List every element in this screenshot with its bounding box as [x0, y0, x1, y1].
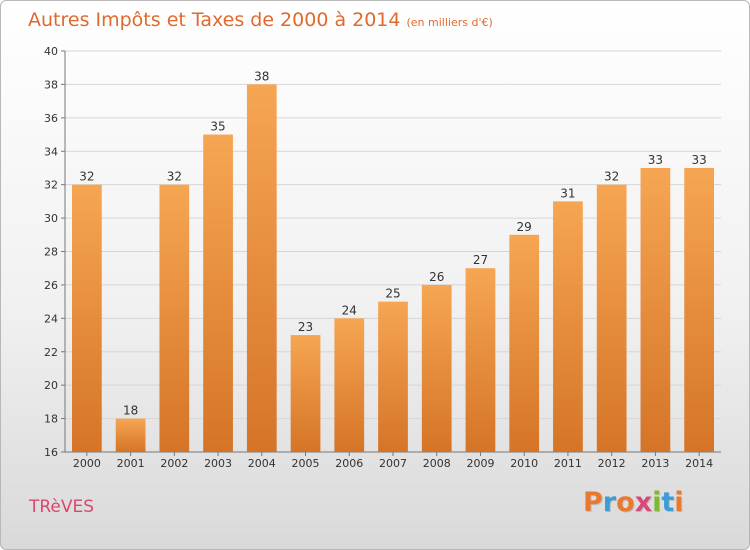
data-label: 33	[691, 153, 706, 167]
data-label: 33	[648, 153, 663, 167]
x-tick-label: 2006	[335, 457, 363, 470]
y-tick-label: 40	[44, 45, 58, 58]
bar	[378, 301, 408, 452]
y-tick-label: 36	[44, 112, 58, 125]
y-tick-label: 28	[44, 246, 58, 259]
unit-note: (en milliers d'€)	[406, 16, 493, 29]
x-tick-label: 2001	[117, 457, 145, 470]
commune-name: TRèVES	[29, 497, 95, 517]
x-tick-label: 2009	[466, 457, 494, 470]
bar	[71, 184, 102, 452]
y-tick-label: 34	[44, 145, 58, 158]
logo-letter: x	[634, 487, 653, 518]
data-label: 18	[123, 404, 138, 418]
data-label: 32	[167, 170, 182, 184]
bar	[509, 234, 540, 452]
x-tick-label: 2014	[685, 457, 713, 470]
bar	[421, 284, 452, 452]
logo-letter: P	[583, 487, 603, 518]
data-label: 29	[517, 220, 532, 234]
x-tick-label: 2003	[204, 457, 232, 470]
x-tick-label: 2012	[598, 457, 626, 470]
bar	[159, 184, 190, 452]
bar	[640, 167, 671, 453]
y-tick-label: 24	[44, 312, 58, 325]
data-label: 24	[342, 303, 357, 317]
logo-letter: r	[602, 487, 617, 518]
chart-title: Autres Impôts et Taxes de 2000 à 2014 (en…	[28, 9, 493, 31]
x-tick-label: 2007	[379, 457, 407, 470]
bar	[246, 84, 277, 453]
data-label: 27	[473, 253, 488, 267]
proxiti-logo: Proxiti	[583, 487, 684, 518]
x-tick-label: 2011	[554, 457, 582, 470]
y-tick-label: 30	[44, 212, 58, 225]
y-tick-label: 26	[44, 279, 58, 292]
logo-letter: o	[616, 487, 635, 518]
y-tick-label: 38	[44, 78, 58, 91]
data-label: 32	[79, 170, 94, 184]
x-tick-label: 2008	[423, 457, 451, 470]
x-tick-label: 2000	[73, 457, 101, 470]
logo-letter: i	[652, 487, 662, 518]
y-tick-label: 18	[44, 413, 58, 426]
x-tick-label: 2002	[160, 457, 188, 470]
bar	[596, 184, 627, 452]
data-label: 25	[385, 287, 400, 301]
data-label: 23	[298, 320, 313, 334]
logo-letter: t	[661, 487, 675, 518]
bar	[684, 167, 715, 453]
x-tick-label: 2005	[292, 457, 320, 470]
y-tick-label: 20	[44, 379, 58, 392]
x-tick-label: 2010	[510, 457, 538, 470]
y-tick-label: 22	[44, 346, 58, 359]
chart-title-text: Autres Impôts et Taxes de 2000 à 2014	[28, 9, 401, 31]
x-tick-label: 2013	[641, 457, 669, 470]
bar	[553, 201, 583, 452]
data-label: 35	[210, 120, 225, 134]
data-label: 38	[254, 69, 269, 83]
bar	[465, 268, 496, 452]
bar	[115, 418, 146, 452]
data-label: 26	[429, 270, 444, 284]
bar	[290, 335, 321, 452]
bar	[334, 318, 365, 452]
data-label: 32	[604, 170, 619, 184]
x-tick-label: 2004	[248, 457, 276, 470]
y-tick-label: 32	[44, 179, 58, 192]
data-label: 31	[560, 186, 575, 200]
bar	[203, 134, 233, 452]
y-tick-label: 16	[44, 446, 58, 459]
logo-letter: i	[674, 487, 684, 518]
